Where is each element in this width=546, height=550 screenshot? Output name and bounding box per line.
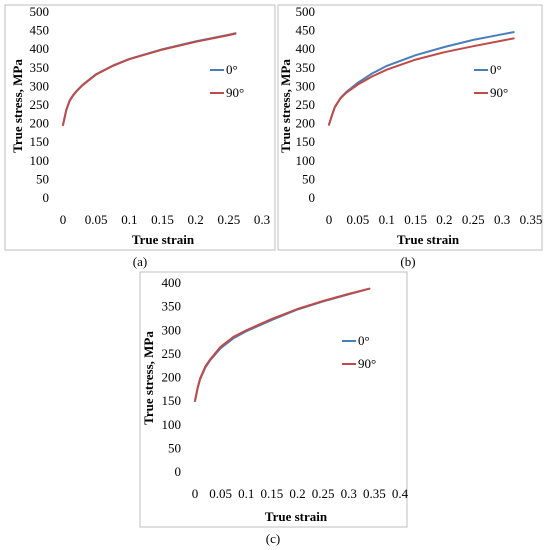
x-tick-label: 0.2: [188, 212, 204, 227]
legend-label: 0°: [358, 333, 370, 348]
y-tick-label: 300: [296, 78, 316, 93]
x-tick-label: 0.1: [238, 486, 254, 501]
x-tick-label: 0.25: [312, 486, 335, 501]
y-tick-label: 100: [30, 153, 50, 168]
y-ticks-b: 0 50 100 150 200 250 300 350 400 450 500: [296, 4, 316, 205]
legend-label: 0°: [226, 62, 238, 77]
y-tick-label: 350: [162, 299, 182, 314]
legend-a: 0° 90°: [210, 62, 244, 100]
chart-panel-a: True stress, MPa True strain (a) 0 0.05 0.…: [4, 4, 276, 269]
y-tick-label: 200: [30, 116, 50, 131]
legend-label: 0°: [490, 62, 502, 77]
series-line-0deg: [328, 31, 515, 126]
x-tick-label: 0.25: [217, 212, 240, 227]
x-tick-label: 0.3: [494, 212, 510, 227]
y-tick-label: 250: [30, 97, 50, 112]
x-tick-label: 0.4: [392, 486, 409, 501]
y-tick-label: 300: [162, 322, 182, 337]
series-line-90deg: [194, 287, 371, 402]
y-axis-title-b: True stress, MPa: [278, 59, 293, 153]
chart-frame-c: [139, 271, 408, 528]
x-tick-label: 0.1: [121, 212, 137, 227]
x-tick-label: 0.1: [379, 212, 395, 227]
y-tick-label: 50: [302, 171, 315, 186]
x-tick-label: 0.05: [209, 486, 232, 501]
y-axis-title-a: True stress, MPa: [10, 59, 25, 153]
x-tick-label: 0.2: [436, 212, 452, 227]
y-tick-label: 0: [309, 190, 316, 205]
chart-panel-b: True stress, MPa True strain (b) 0 0.05 0.…: [277, 4, 543, 269]
x-axis-title-a: True strain: [132, 232, 195, 247]
y-axis-title-c: True stress, MPa: [141, 331, 156, 425]
x-axis-title-c: True strain: [265, 509, 328, 524]
x-tick-label: 0.25: [462, 212, 485, 227]
chart-panel-c: True stress, MPa True strain (c) 0 0.05 0.…: [139, 271, 409, 546]
y-tick-label: 50: [36, 171, 49, 186]
y-tick-label: 500: [30, 4, 50, 19]
x-tick-label: 0.15: [261, 486, 284, 501]
y-tick-label: 250: [296, 97, 316, 112]
x-ticks-b: 0 0.05 0.1 0.15 0.2 0.25 0.3 0.35: [326, 212, 543, 227]
y-tick-label: 400: [162, 275, 182, 290]
x-tick-label: 0.15: [404, 212, 427, 227]
series-line-90deg: [328, 37, 515, 126]
x-tick-label: 0.15: [151, 212, 174, 227]
series-line-90deg: [62, 32, 237, 127]
x-axis-title-b: True strain: [397, 232, 460, 247]
x-ticks-c: 0 0.05 0.1 0.15 0.2 0.25 0.3 0.35 0.4: [192, 486, 409, 501]
x-tick-label: 0.35: [520, 212, 543, 227]
x-tick-label: 0.05: [85, 212, 108, 227]
x-ticks-a: 0 0.05 0.1 0.15 0.2 0.25 0.3: [60, 212, 270, 227]
x-tick-label: 0: [60, 212, 67, 227]
series-line-0deg: [194, 287, 371, 403]
y-ticks-a: 0 50 100 150 200 250 300 350 400 450 500: [30, 4, 50, 205]
y-tick-label: 50: [168, 440, 181, 455]
y-tick-label: 400: [296, 41, 316, 56]
x-tick-label: 0.35: [363, 486, 386, 501]
y-tick-label: 300: [30, 78, 50, 93]
chart-frame-a: [4, 4, 276, 251]
legend-c: 0° 90°: [342, 333, 376, 371]
x-tick-label: 0.3: [341, 486, 357, 501]
y-tick-label: 150: [30, 134, 50, 149]
x-tick-label: 0: [192, 486, 199, 501]
y-tick-label: 0: [175, 464, 182, 479]
x-tick-label: 0: [326, 212, 333, 227]
y-tick-label: 500: [296, 4, 316, 19]
series-lines-c: [194, 287, 371, 403]
y-tick-label: 450: [296, 23, 316, 38]
y-tick-label: 100: [162, 417, 182, 432]
y-tick-label: 100: [296, 153, 316, 168]
x-tick-label: 0.2: [289, 486, 305, 501]
panel-label-a: (a): [133, 254, 147, 269]
x-tick-label: 0.05: [346, 212, 369, 227]
y-tick-label: 200: [162, 370, 182, 385]
series-lines-b: [328, 31, 515, 126]
y-tick-label: 150: [296, 134, 316, 149]
series-line-0deg: [62, 32, 237, 126]
legend-label: 90°: [358, 356, 376, 371]
chart-frame-b: [277, 4, 543, 251]
y-tick-label: 0: [43, 190, 50, 205]
y-tick-label: 450: [30, 23, 50, 38]
legend-label: 90°: [226, 85, 244, 100]
y-tick-label: 350: [30, 60, 50, 75]
x-tick-label: 0.3: [254, 212, 270, 227]
panel-label-c: (c): [266, 531, 280, 546]
y-tick-label: 150: [162, 393, 182, 408]
y-ticks-c: 0 50 100 150 200 250 300 350 400: [162, 275, 182, 479]
legend-label: 90°: [490, 85, 508, 100]
y-tick-label: 250: [162, 346, 182, 361]
y-tick-label: 200: [296, 116, 316, 131]
series-lines-a: [62, 32, 237, 127]
legend-b: 0° 90°: [474, 62, 508, 100]
y-tick-label: 400: [30, 41, 50, 56]
y-tick-label: 350: [296, 60, 316, 75]
panel-label-b: (b): [400, 254, 415, 269]
